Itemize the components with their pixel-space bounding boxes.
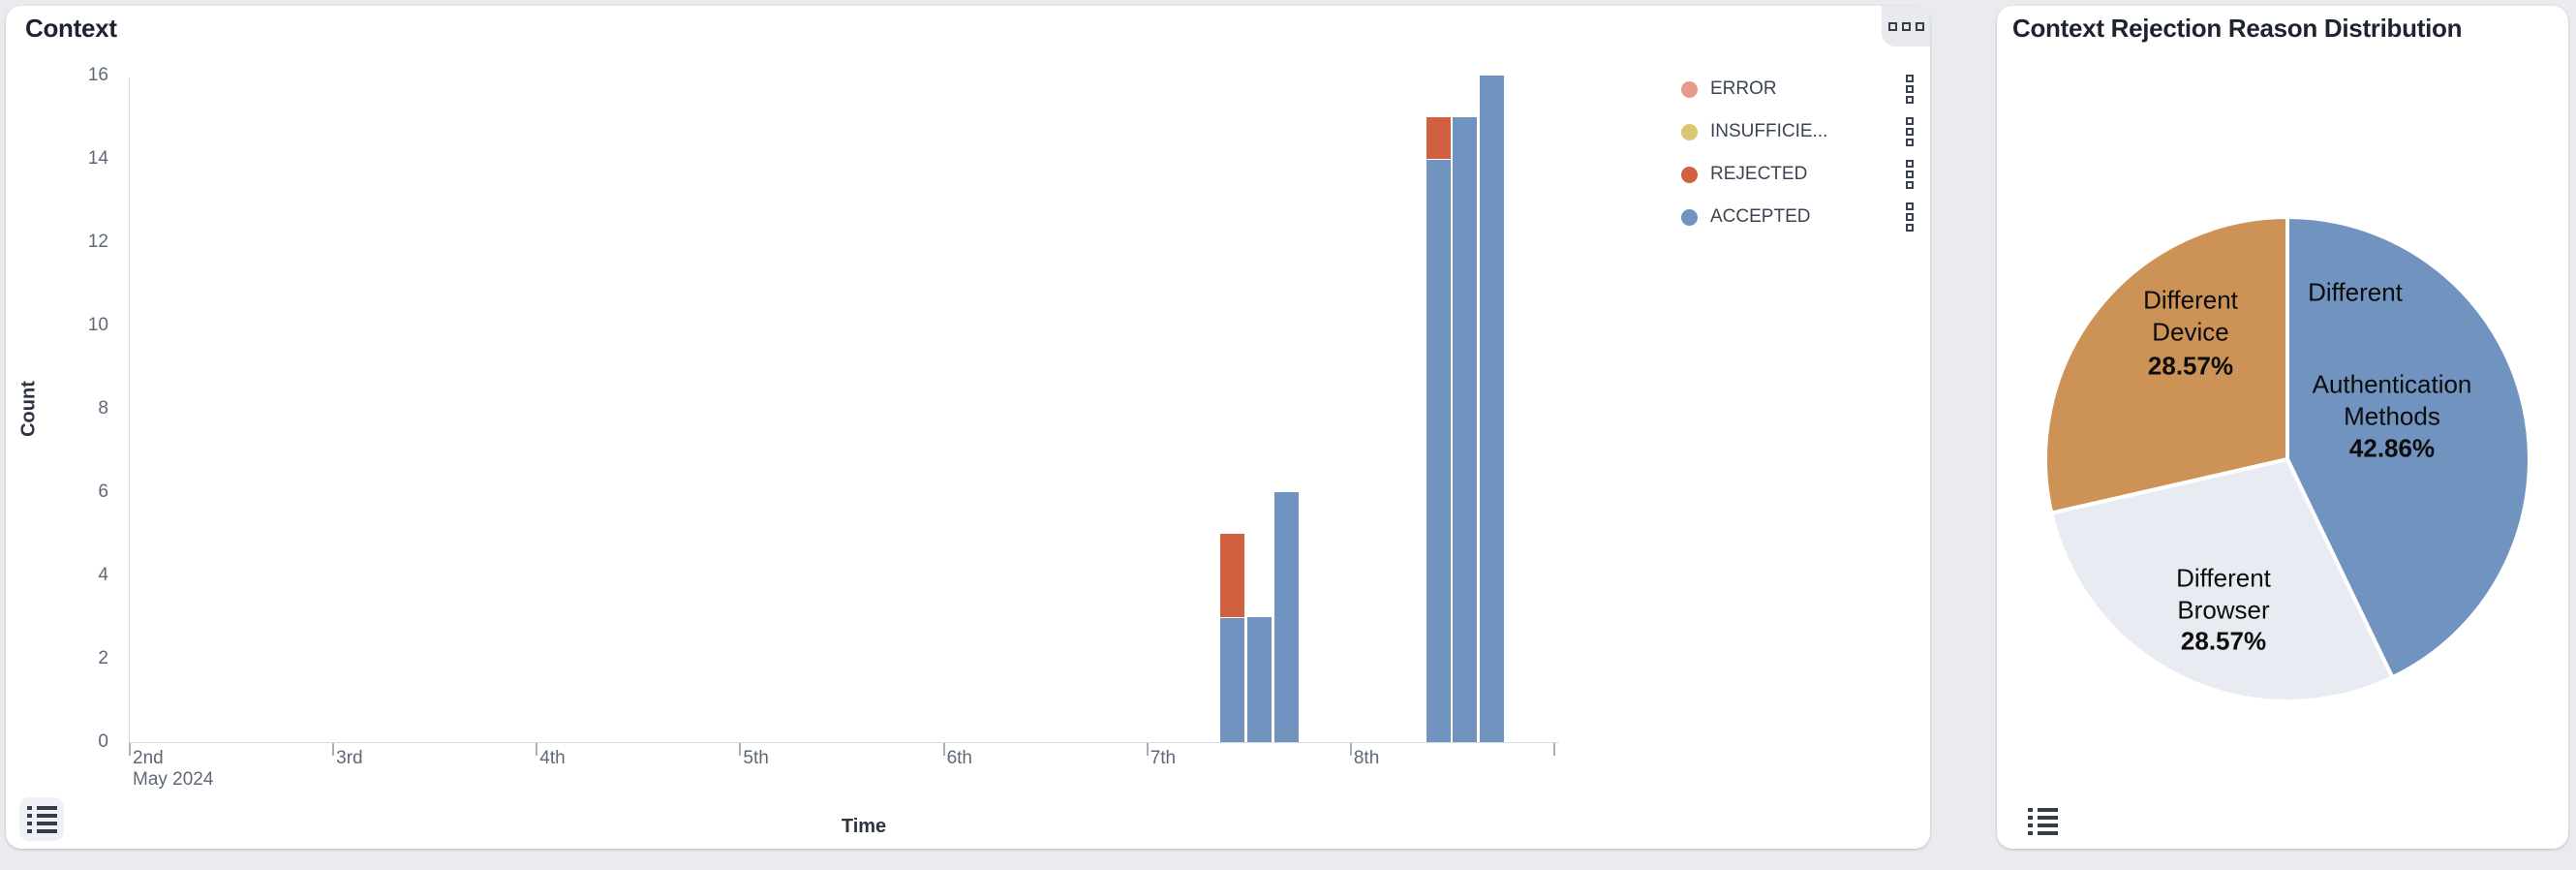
stacked-bar [1426,117,1451,742]
y-tick-label: 2 [98,648,108,668]
bar-segment-accepted [1220,617,1244,742]
square-icon [1887,21,1897,31]
x-tick-mark [1146,743,1149,756]
stacked-bar [1480,76,1504,742]
drag-handle-icon[interactable] [1906,117,1914,146]
card-menu-button[interactable] [1882,6,1930,47]
bar-segment-rejected [1220,534,1244,617]
x-axis-title: Time [841,816,887,837]
legend-item-insufficie[interactable]: INSUFFICIE... [1681,110,1914,153]
y-tick-label: 8 [98,398,108,419]
bar-segment-accepted [1274,492,1299,742]
legend-label: ACCEPTED [1710,206,1811,227]
pie-slice-different-authentication-methods [2285,215,2531,680]
chart-legend: ERROR INSUFFICIE... REJECTED ACCEPTED [1681,68,1914,238]
pie-slice-label: Different [2143,285,2238,315]
pie-slice-label: Different [2308,277,2403,307]
context-card-title: Context [25,14,117,43]
pie-slice-label: Methods [2344,401,2440,431]
pie-slice-different-browser [2049,457,2395,703]
bar-segment-accepted [1480,76,1504,742]
bar-segment-accepted [1453,117,1477,742]
list-icon [2027,807,2058,835]
x-tick-label: 6th [946,748,972,768]
bar-segment-rejected [1426,117,1451,159]
x-tick-label: 4th [539,748,566,768]
x-axis-month-label: May 2024 [133,769,214,790]
pie-slice-different-device [2043,215,2289,515]
legend-label: REJECTED [1710,164,1808,184]
x-axis-line [129,742,1559,743]
legend-color-dot [1681,80,1698,98]
legend-color-dot [1681,208,1698,226]
pie-chart [2043,215,2531,703]
context-chart-card: Context 0 2 4 6 8 10 12 14 16 2nd May 2024 3rd 4th 5… [6,6,1930,849]
drag-handle-icon[interactable] [1906,160,1914,189]
rejection-reason-card: Context Rejection Reason Distribution Di… [1997,6,2568,849]
legend-label: INSUFFICIE... [1710,121,1828,141]
stacked-bar [1220,534,1244,742]
x-tick-label: 5th [743,748,769,768]
y-tick-label: 0 [98,731,108,752]
drag-handle-icon[interactable] [1906,75,1914,104]
legend-label: ERROR [1710,78,1777,99]
y-tick-label: 16 [87,65,108,85]
x-tick-mark [332,743,335,756]
x-tick-mark [1349,743,1352,756]
bar-segment-accepted [1426,159,1451,742]
pie-slice-percent: 42.86% [2348,433,2436,463]
y-tick-label: 10 [87,315,108,335]
stacked-bar [1274,492,1299,742]
y-axis-title: Count [17,381,40,437]
pie-slice-label: Different [2176,563,2271,593]
x-tick-mark [942,743,945,756]
y-tick-label: 14 [87,148,108,169]
x-tick-mark [129,743,131,756]
x-tick-mark [536,743,538,756]
square-icon [1901,21,1911,31]
show-data-table-button[interactable] [19,797,64,841]
y-tick-label: 12 [87,232,108,252]
square-icon [1915,21,1924,31]
list-icon [26,805,57,833]
legend-color-dot [1681,166,1698,183]
pie-slice-percent: 28.57% [2147,351,2234,381]
y-tick-label: 6 [98,482,108,502]
y-tick-label: 4 [98,565,108,585]
bar-segment-accepted [1247,617,1272,742]
x-tick-mark [1553,743,1555,756]
pie-slice-label: Authentication [2312,369,2472,399]
legend-item-error[interactable]: ERROR [1681,68,1914,110]
stacked-bar [1453,117,1477,742]
stacked-bar [1247,617,1272,742]
x-tick-label: 2nd [133,748,164,768]
legend-item-rejected[interactable]: REJECTED [1681,153,1914,196]
pie-slice-percent: 28.57% [2180,626,2267,656]
y-axis-line [129,78,130,742]
show-data-table-button[interactable] [2020,799,2065,843]
pie-slice-label: Device [2152,317,2229,347]
x-tick-mark [739,743,742,756]
drag-handle-icon[interactable] [1906,202,1914,232]
pie-slice-label: Browser [2177,595,2270,625]
x-tick-label: 8th [1353,748,1380,768]
legend-color-dot [1681,123,1698,140]
x-tick-label: 3rd [336,748,363,768]
x-tick-label: 7th [1150,748,1177,768]
pie-card-title: Context Rejection Reason Distribution [2012,14,2463,43]
legend-item-accepted[interactable]: ACCEPTED [1681,196,1914,238]
